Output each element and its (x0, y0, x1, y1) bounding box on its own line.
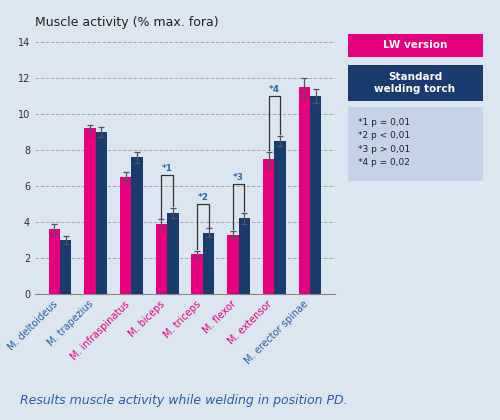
Bar (96, 132, 107, 294)
Bar (132, 157, 143, 294)
Text: *1 p = 0,01
*2 p < 0,01
*3 p > 0,01
*4 p = 0,02: *1 p = 0,01 *2 p < 0,01 *3 p > 0,01 *4 p… (358, 118, 410, 167)
Bar (192, 255, 203, 294)
Text: LW version: LW version (383, 40, 447, 50)
Bar (227, 235, 238, 294)
Text: Standard
welding torch: Standard welding torch (374, 72, 456, 94)
Bar (298, 87, 310, 294)
Bar (238, 218, 250, 294)
Bar (60, 240, 72, 294)
Text: *2: *2 (198, 193, 208, 202)
Text: *4: *4 (268, 85, 280, 94)
Bar (167, 213, 178, 294)
Bar (84, 129, 96, 294)
Text: *3: *3 (233, 173, 244, 182)
Text: Results muscle activity while welding in position PD.: Results muscle activity while welding in… (20, 394, 347, 407)
Bar (274, 141, 285, 294)
Bar (156, 224, 167, 294)
Bar (263, 159, 274, 294)
Bar (203, 233, 214, 294)
Bar (310, 96, 322, 294)
Text: Muscle activity (% max. fora): Muscle activity (% max. fora) (35, 16, 218, 29)
Bar (48, 229, 60, 294)
Bar (120, 177, 132, 294)
Text: *1: *1 (162, 164, 172, 173)
